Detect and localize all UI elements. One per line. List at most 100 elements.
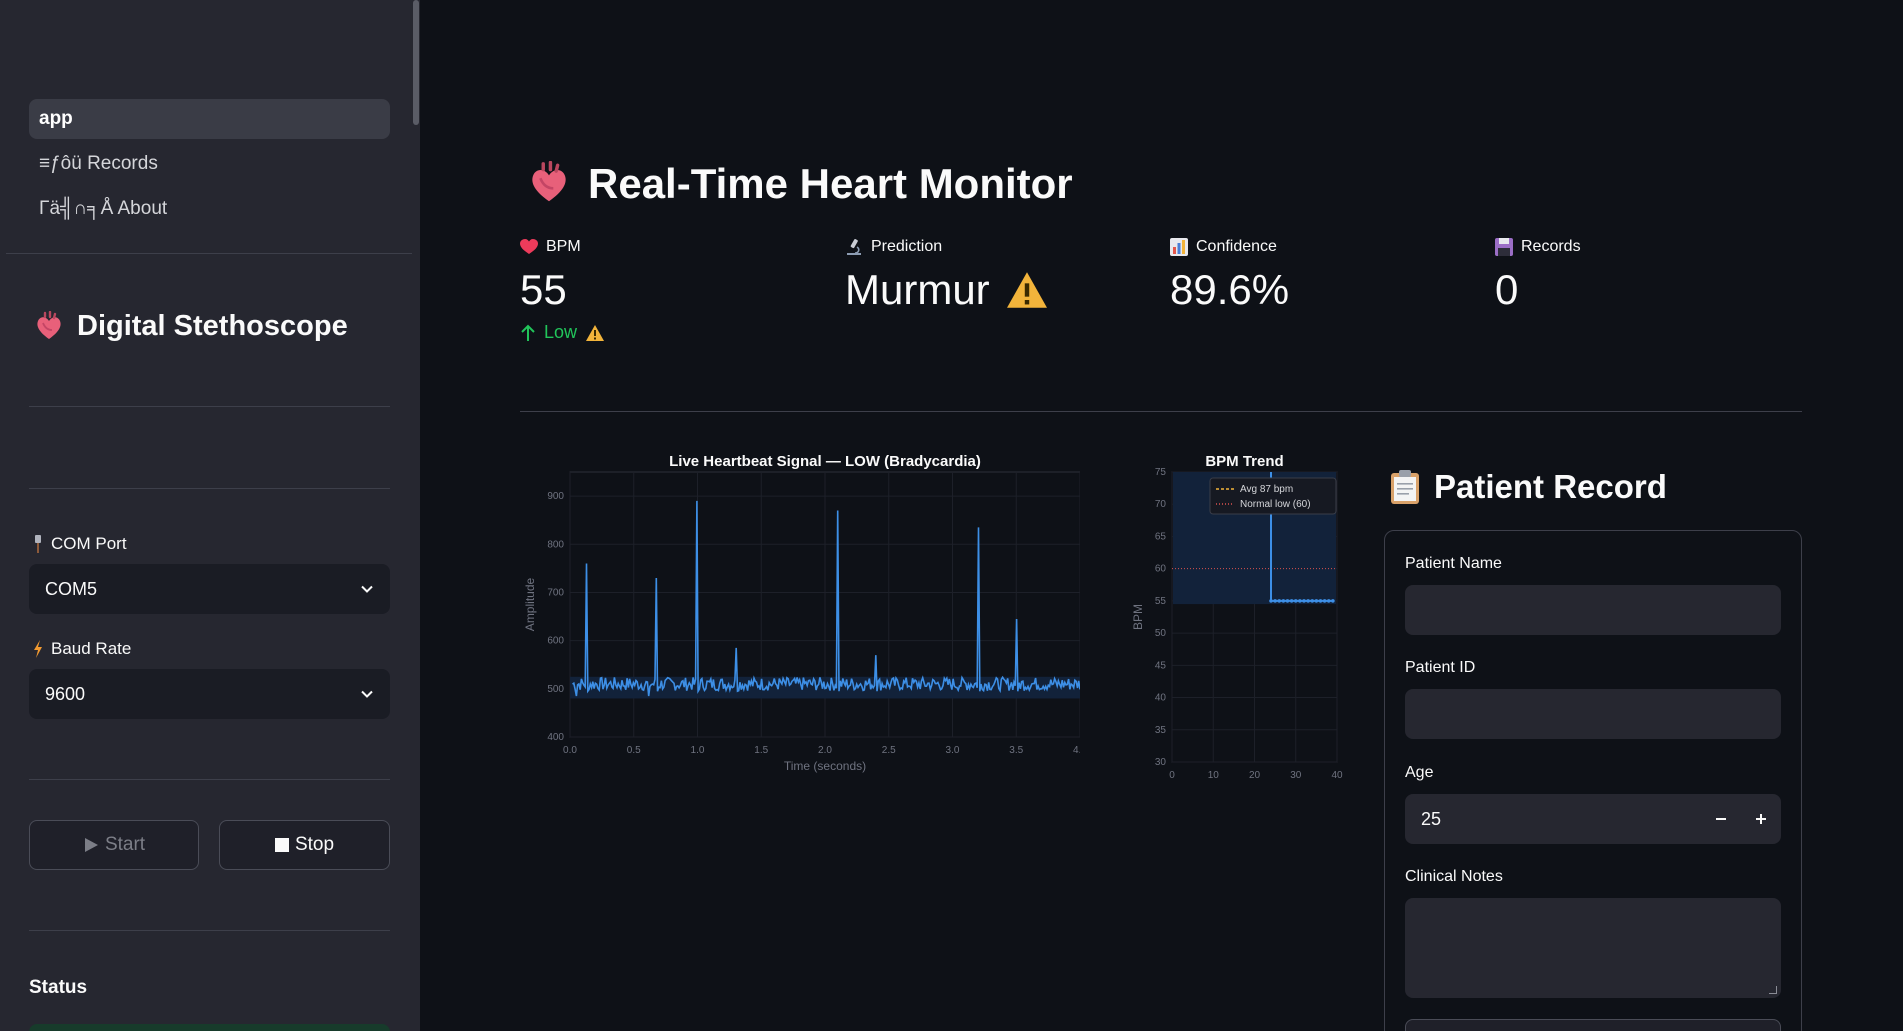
patient-name-input[interactable] [1405,585,1781,635]
arrow-up-icon [521,324,535,341]
x-tick-label: 10 [1208,770,1220,781]
age-stepper [1701,794,1781,844]
patient-record-title: Patient Record [1390,468,1667,506]
warning-icon [586,324,605,341]
bar-chart-icon [1170,238,1188,256]
metric-records: Records 0 [1495,238,1581,314]
metric-delta: Low [520,322,605,343]
decrement-button[interactable] [1701,794,1741,844]
start-button[interactable]: Start [29,820,199,870]
metric-value: 0 [1495,266,1519,313]
y-tick-label: 700 [547,587,564,598]
nav-item-app[interactable]: app [29,99,390,139]
floppy-disk-icon [1495,238,1513,256]
stop-icon [274,838,289,852]
sidebar-divider [6,253,412,254]
microscope-icon [847,239,861,255]
legend-label-avg: Avg 87 bpm [1240,484,1293,495]
bpm-point [1306,599,1310,603]
y-tick-label: 600 [547,636,564,647]
heartbeat-signal-chart: Live Heartbeat Signal — LOW (Bradycardia… [523,453,1080,773]
metric-label: Prediction [845,238,1050,256]
signal-line [572,500,1080,697]
sidebar-title: Digital Stethoscope [33,310,348,343]
heart-icon [520,239,538,254]
x-tick-label: 0.0 [563,745,577,756]
metric-value: 89.6% [1170,266,1290,313]
clinical-notes-textarea[interactable] [1405,898,1781,998]
com-port-label: COM Port [33,534,127,554]
x-tick-label: 1.5 [754,745,768,756]
y-tick-label: 500 [547,684,564,695]
x-tick-label: 2.0 [818,745,832,756]
metric-delta-text: Low [544,322,578,342]
com-port-select[interactable]: COM5 [29,564,390,614]
sidebar-divider [29,406,390,407]
sidebar-nav: app ≡ƒôü Records Γä╣∩╕Å About [29,99,390,234]
metric-value-text: Murmur [845,266,990,313]
age-input[interactable]: 25 [1405,794,1781,844]
bpm-point [1326,599,1331,603]
save-record-button[interactable] [1405,1019,1781,1031]
lightning-icon [34,640,42,658]
stop-button-label: Stop [294,834,335,855]
stop-button[interactable]: Stop [219,820,390,870]
metric-label: BPM [520,238,605,256]
status-indicator [29,1024,390,1031]
patient-id-input[interactable] [1405,689,1781,739]
chevron-down-icon [361,690,373,698]
patient-name-label: Patient Name [1405,555,1502,572]
bpm-point [1302,599,1306,603]
clinical-notes-label: Clinical Notes [1405,868,1503,885]
x-tick-label: 0.5 [627,745,641,756]
metric-label-text: Confidence [1196,238,1277,255]
baud-rate-label: Baud Rate [33,639,131,659]
y-tick-label: 40 [1155,693,1167,704]
metric-bpm: BPM 55 Low [520,238,605,343]
legend-box [1209,477,1337,515]
metric-confidence: Confidence 89.6% [1170,238,1289,314]
x-tick-label: 1.0 [691,745,705,756]
y-axis-label: Amplitude [523,578,537,632]
metric-label-text: Records [1521,238,1581,255]
bpm-point [1281,599,1286,603]
y-tick-label: 70 [1155,499,1167,510]
y-tick-label: 75 [1155,467,1167,478]
x-tick-label: 3.5 [1009,745,1023,756]
sidebar-divider [29,930,390,931]
anatomical-heart-icon [37,310,61,339]
patient-id-label: Patient ID [1405,659,1476,676]
plus-icon [1756,814,1766,824]
increment-button[interactable] [1741,794,1781,844]
baud-rate-label-text: Baud Rate [51,639,132,658]
bpm-point [1318,599,1323,603]
nav-item-records[interactable]: ≡ƒôü Records [39,153,158,174]
page-title: Real-Time Heart Monitor [526,160,1073,208]
baud-rate-value: 9600 [45,683,86,704]
main-content: Real-Time Heart Monitor BPM 55 Low [420,0,1903,1031]
metric-label-text: Prediction [871,238,943,255]
bpm-point [1293,599,1298,603]
anatomical-heart-icon [532,161,566,202]
plug-icon [35,535,41,553]
chart-title: BPM Trend [1205,453,1283,470]
sidebar-title-text: Digital Stethoscope [77,310,348,342]
sidebar-scrollbar[interactable] [413,0,419,125]
y-tick-label: 55 [1155,596,1167,607]
metric-label-text: BPM [546,238,581,255]
baud-rate-select[interactable]: 9600 [29,669,390,719]
bpm-point [1298,599,1302,603]
sidebar-divider [29,779,390,780]
minus-icon [1716,818,1726,820]
com-port-value: COM5 [45,578,98,599]
bpm-point [1277,599,1282,603]
nav-item-about[interactable]: Γä╣∩╕Å About [39,198,168,219]
resize-grip[interactable] [1769,986,1777,994]
chart-legend: Avg 87 bpm Normal low (60) [1209,477,1337,515]
metric-label: Records [1495,238,1581,256]
age-label: Age [1405,764,1434,781]
sidebar: app ≡ƒôü Records Γä╣∩╕Å About Digital St… [0,0,420,1031]
bpm-point [1331,599,1335,603]
bpm-point [1289,599,1294,603]
